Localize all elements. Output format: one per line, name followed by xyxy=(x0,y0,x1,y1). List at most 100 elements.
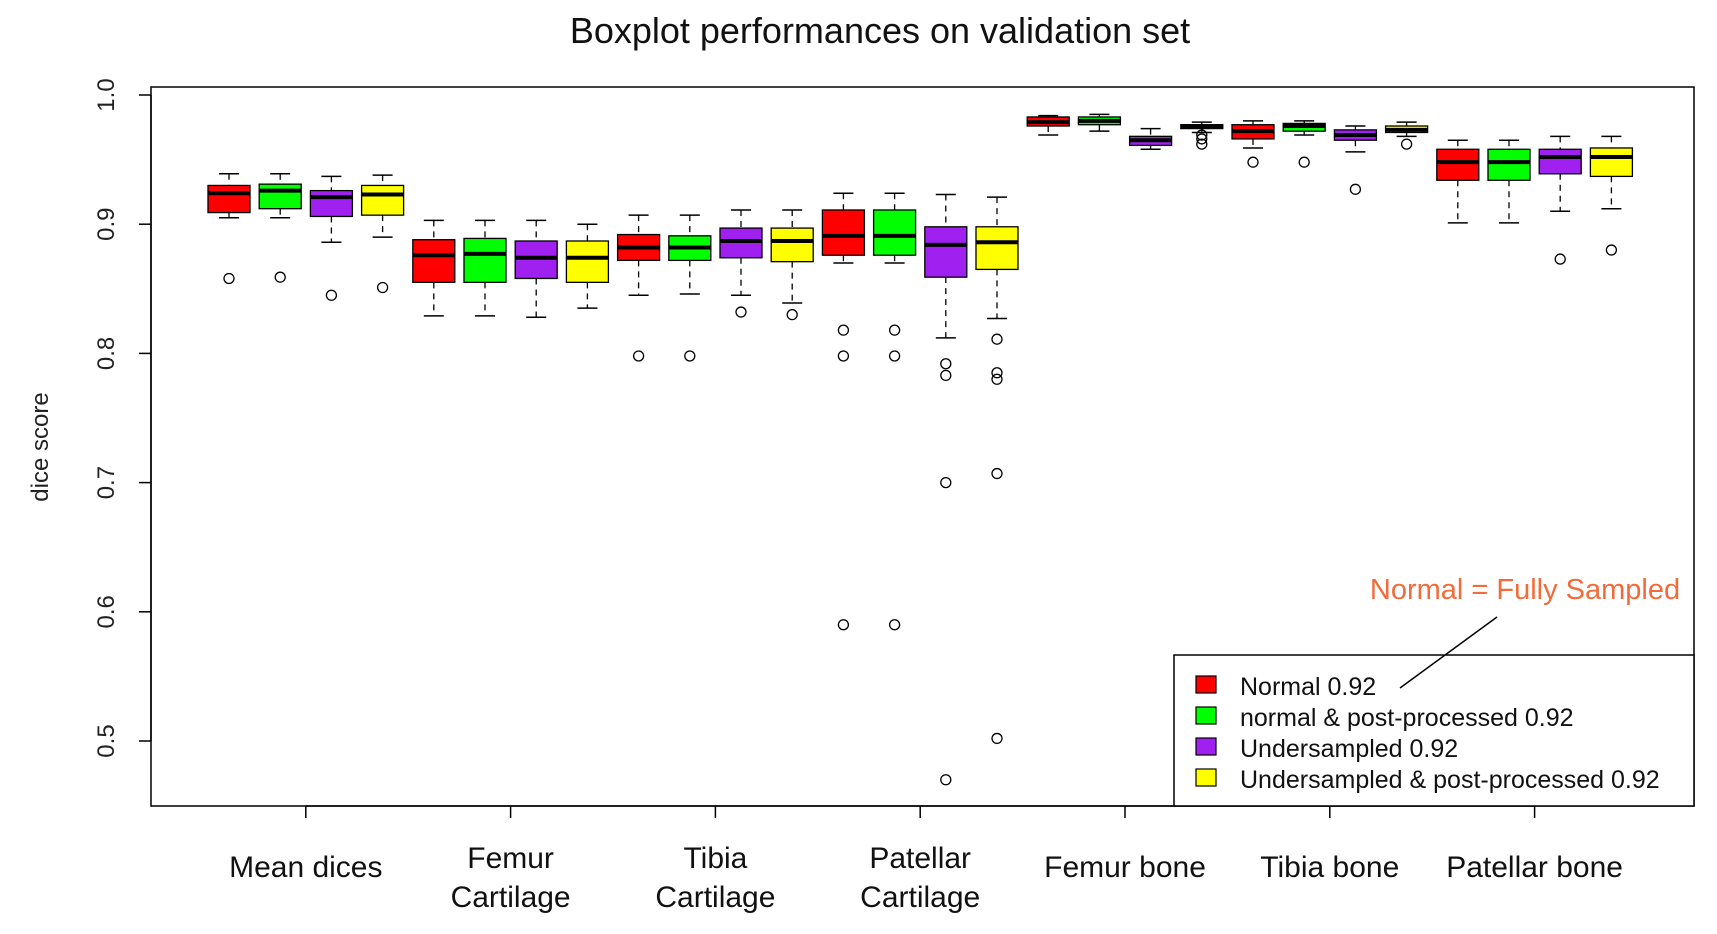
outlier-point xyxy=(837,350,850,362)
box xyxy=(821,209,866,256)
outlier-point xyxy=(376,281,389,294)
box xyxy=(1436,148,1480,181)
outlier-point xyxy=(1349,183,1362,195)
outlier-point xyxy=(1196,129,1208,141)
x-tick-label: Femur bone xyxy=(1044,851,1206,884)
x-tick-label: Tibia xyxy=(683,842,747,875)
box-group xyxy=(1487,139,1531,224)
outlier-point xyxy=(1298,156,1310,168)
box-group xyxy=(412,219,456,317)
box-series xyxy=(207,113,1634,786)
box-group xyxy=(1180,121,1224,150)
box-group xyxy=(463,219,507,317)
box-group xyxy=(1077,113,1122,132)
outlier-point xyxy=(1400,138,1413,150)
box-group xyxy=(719,209,763,318)
legend-label: Undersampled 0.92 xyxy=(1240,735,1458,763)
outlier-point xyxy=(1196,133,1208,145)
box-group xyxy=(360,174,405,294)
outlier-point xyxy=(991,732,1003,745)
box-group xyxy=(1589,135,1634,256)
box xyxy=(1538,148,1582,175)
box xyxy=(258,183,302,210)
outlier-point xyxy=(991,367,1003,379)
x-tick-label: Cartilage xyxy=(655,881,775,914)
x-axis: Mean dices Femur Cartilage Tibia Cartilage Pa… xyxy=(229,805,1623,914)
outlier-point xyxy=(1554,253,1566,265)
outlier-point xyxy=(991,467,1003,480)
box xyxy=(1487,148,1531,181)
box-group xyxy=(821,192,866,631)
outlier-point xyxy=(940,774,952,786)
outlier-point xyxy=(991,333,1003,345)
outlier-point xyxy=(1605,244,1618,256)
box xyxy=(360,184,405,216)
box-group xyxy=(975,196,1019,745)
legend-swatch xyxy=(1195,706,1217,725)
x-tick-label: Tibia bone xyxy=(1260,851,1399,884)
x-tick-label: Patellar xyxy=(869,842,971,875)
box-group xyxy=(514,219,558,318)
box-group xyxy=(1436,139,1480,224)
y-tick-label: 0.7 xyxy=(93,466,120,499)
outlier-point xyxy=(888,350,901,362)
outlier-point xyxy=(274,271,286,283)
legend-label: normal & post-processed 0.92 xyxy=(1240,704,1574,732)
outlier-point xyxy=(991,373,1003,385)
y-tick-label: 0.9 xyxy=(93,208,120,241)
box xyxy=(207,184,251,214)
x-tick-label: Cartilage xyxy=(860,881,980,914)
outlier-point xyxy=(786,308,798,321)
y-tick-label: 0.6 xyxy=(93,595,120,628)
y-axis: 0.5 0.6 0.7 0.8 0.9 1.0 xyxy=(93,78,152,758)
x-tick-label: Mean dices xyxy=(229,851,382,884)
box-group xyxy=(258,173,302,283)
outlier-point xyxy=(1196,138,1208,150)
y-tick-label: 0.8 xyxy=(93,337,120,370)
outlier-point xyxy=(888,619,901,631)
outlier-point xyxy=(1247,156,1259,168)
box-group xyxy=(668,214,712,362)
legend-swatch xyxy=(1195,737,1217,756)
outlier-point xyxy=(632,350,645,362)
box-group xyxy=(770,209,814,321)
box-group xyxy=(872,192,917,631)
outlier-point xyxy=(940,369,952,382)
outlier-point xyxy=(837,619,850,631)
box xyxy=(924,226,968,278)
box xyxy=(872,209,917,256)
chart-title: Boxplot performances on validation set xyxy=(570,10,1190,51)
box-group xyxy=(924,193,968,786)
x-tick-label: Cartilage xyxy=(451,881,571,914)
annotation-arrow xyxy=(1399,616,1498,689)
y-tick-label: 0.5 xyxy=(93,724,120,757)
y-tick-label: 1.0 xyxy=(93,78,120,111)
box-group xyxy=(565,223,610,309)
box-group xyxy=(1128,127,1173,151)
legend-label: Normal 0.92 xyxy=(1240,673,1376,701)
x-tick-label: Patellar bone xyxy=(1446,851,1623,884)
box xyxy=(1589,147,1634,178)
box-group xyxy=(1231,120,1275,168)
legend-swatch xyxy=(1195,768,1217,787)
box-group xyxy=(616,214,661,362)
box-group xyxy=(1333,125,1378,195)
box-group xyxy=(207,173,251,285)
annotation-note: Normal = Fully Sampled xyxy=(1370,574,1680,606)
box xyxy=(770,227,814,263)
outlier-point xyxy=(940,476,952,489)
legend: Normal 0.92 normal & post-processed 0.92 U… xyxy=(1173,654,1695,807)
box-group xyxy=(1538,135,1582,265)
outlier-point xyxy=(735,306,747,318)
box-group xyxy=(1384,121,1429,150)
outlier-point xyxy=(223,272,235,285)
box xyxy=(565,240,610,283)
outlier-point xyxy=(940,358,952,370)
outlier-point xyxy=(684,350,696,362)
box-group xyxy=(1282,120,1326,168)
box-group xyxy=(1026,114,1070,136)
outlier-point xyxy=(325,289,338,301)
box-group xyxy=(309,175,354,301)
box xyxy=(309,189,354,218)
